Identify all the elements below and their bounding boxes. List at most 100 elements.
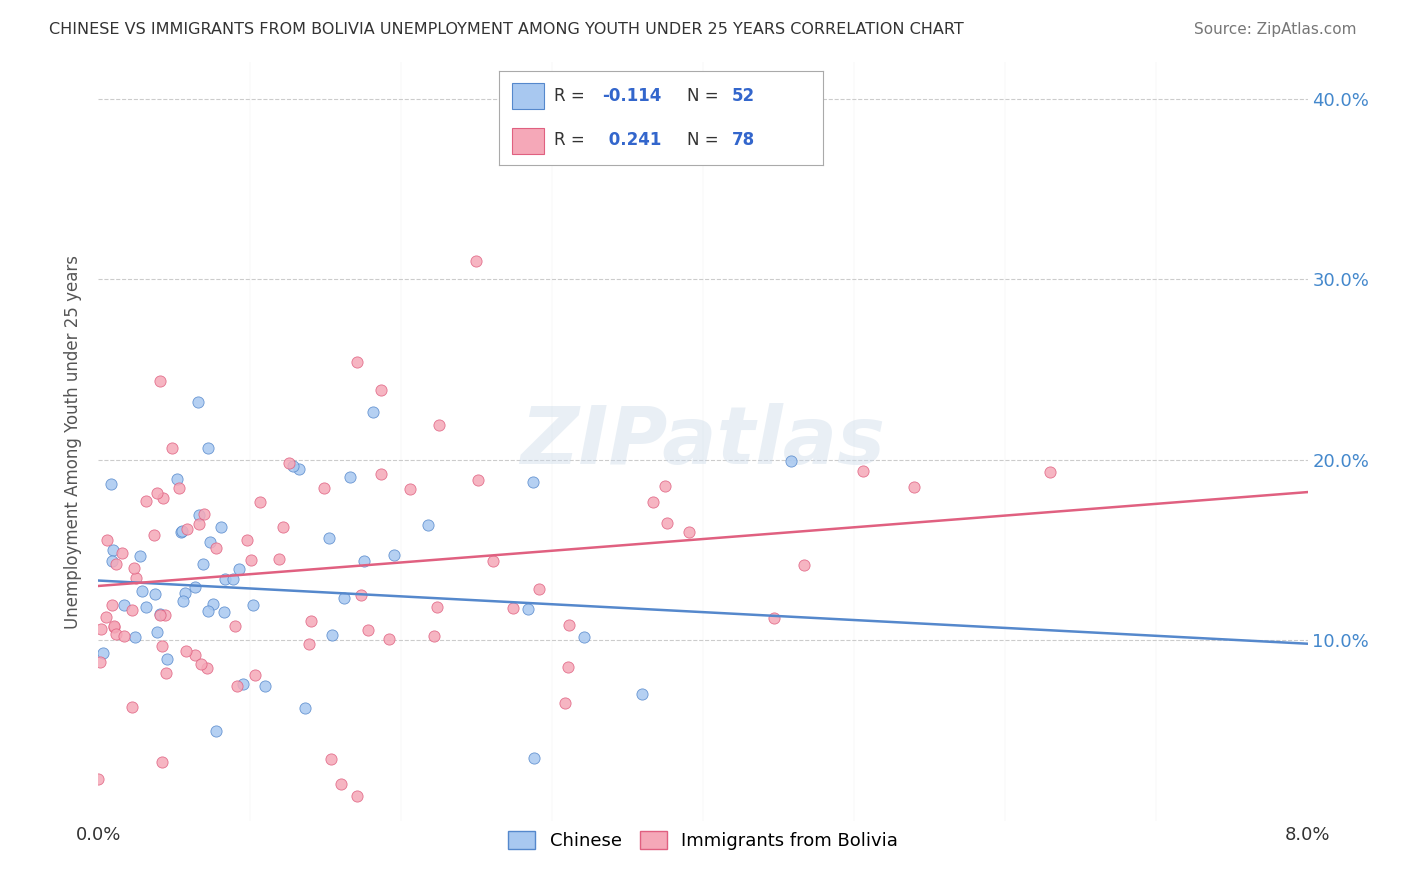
Bar [512, 128, 544, 153]
Point [101, 543, 124, 558]
Point [558, 618, 581, 632]
Point [232, 677, 254, 691]
Point [156, 652, 179, 666]
Point [131, 583, 153, 598]
Point [135, 494, 157, 508]
Text: R =: R = [554, 131, 591, 149]
Point [332, 591, 354, 605]
Point [418, 518, 440, 533]
Point [96, 533, 118, 548]
Bar [512, 83, 544, 109]
Point [240, 553, 263, 567]
Point [150, 639, 173, 653]
Point [226, 680, 249, 694]
Point [361, 405, 384, 419]
Point [298, 637, 321, 651]
Text: N =: N = [686, 131, 724, 149]
Y-axis label: Unemployment Among Youth under 25 years: Unemployment Among Youth under 25 years [65, 254, 83, 629]
Point [222, 572, 245, 586]
Point [312, 481, 335, 495]
Point [517, 602, 540, 616]
Point [112, 598, 135, 612]
Point [135, 600, 157, 615]
Point [172, 593, 194, 607]
Point [149, 374, 172, 388]
Point [198, 534, 221, 549]
Point [346, 355, 368, 369]
Point [242, 598, 264, 612]
Point [167, 481, 190, 495]
Point [1039, 466, 1062, 480]
Point [212, 605, 235, 619]
Point [779, 454, 801, 468]
Point [111, 546, 134, 560]
Point [346, 789, 368, 804]
Point [267, 552, 290, 566]
Point [172, 524, 194, 538]
Point [557, 660, 579, 674]
Point [103, 620, 125, 634]
Point [214, 572, 236, 586]
Point [121, 700, 143, 714]
Point [205, 541, 228, 555]
Point [150, 755, 173, 769]
Text: R =: R = [554, 87, 591, 105]
Point [294, 701, 316, 715]
Point [502, 601, 524, 615]
Point [155, 665, 177, 680]
Point [299, 615, 322, 629]
Point [554, 696, 576, 710]
Text: Source: ZipAtlas.com: Source: ZipAtlas.com [1194, 22, 1357, 37]
Point [357, 624, 380, 638]
Point [243, 667, 266, 681]
Text: N =: N = [686, 87, 724, 105]
Point [193, 507, 215, 521]
Point [253, 679, 276, 693]
Point [481, 554, 503, 568]
Point [145, 486, 167, 500]
Point [329, 777, 352, 791]
Point [278, 456, 301, 470]
Point [195, 661, 218, 675]
Point [101, 599, 124, 613]
Point [423, 630, 446, 644]
Point [467, 474, 489, 488]
Point [465, 254, 488, 268]
Legend: Chinese, Immigrants from Bolivia: Chinese, Immigrants from Bolivia [501, 823, 905, 857]
Point [170, 524, 193, 539]
Point [101, 554, 124, 568]
Point [174, 586, 197, 600]
Point [235, 533, 257, 547]
Point [350, 588, 373, 602]
Point [103, 619, 125, 633]
Point [224, 619, 246, 633]
Point [149, 607, 172, 621]
Point [87, 772, 110, 786]
Point [124, 630, 146, 644]
Point [209, 520, 232, 534]
Point [91, 646, 114, 660]
Point [654, 479, 676, 493]
Point [160, 441, 183, 455]
Point [149, 608, 172, 623]
Point [903, 480, 925, 494]
Point [184, 648, 207, 663]
Point [94, 609, 117, 624]
Point [382, 548, 405, 562]
Point [529, 582, 551, 596]
Point [271, 520, 294, 534]
Text: 52: 52 [733, 87, 755, 105]
Point [288, 462, 311, 476]
Point [197, 441, 219, 455]
Point [143, 528, 166, 542]
Point [152, 491, 174, 506]
Point [228, 561, 250, 575]
Point [762, 611, 785, 625]
Point [184, 580, 207, 594]
Point [191, 557, 214, 571]
Point [321, 628, 343, 642]
Point [125, 570, 148, 584]
Point [121, 602, 143, 616]
Point [104, 626, 127, 640]
Text: -0.114: -0.114 [603, 87, 662, 105]
